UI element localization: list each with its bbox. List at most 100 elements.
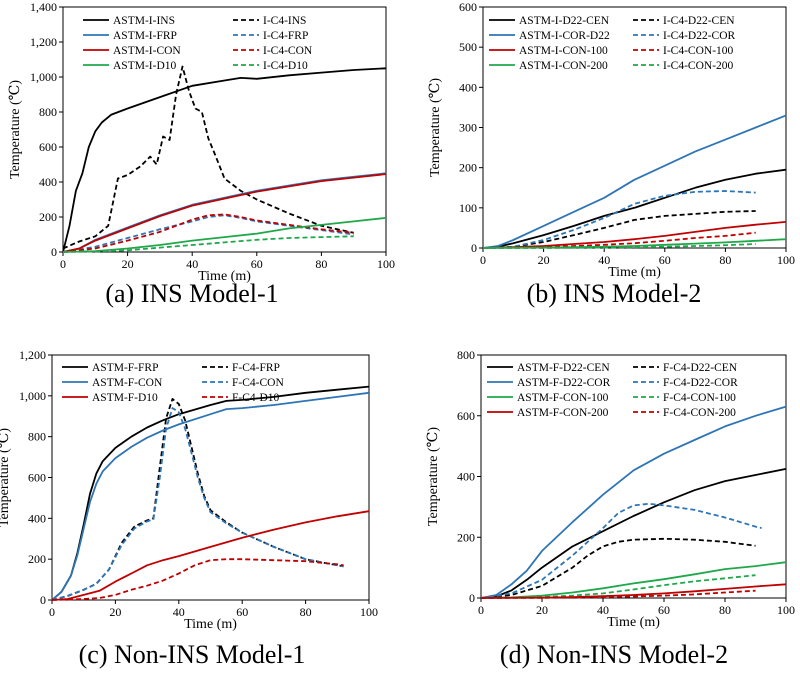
y-tick-label: 600	[459, 0, 477, 14]
x-tick-label: 40	[597, 603, 609, 617]
chart-panel-4: 0 200 400 600 800 0 20 40 60 80 100 Time (m) Tempera…	[426, 348, 795, 669]
legend-entry: ASTM-I-INS	[113, 15, 175, 27]
x-tick-label: 20	[536, 603, 548, 617]
x-tick-label: 80	[315, 257, 327, 271]
series-line-i-c4-d10	[62, 235, 354, 253]
x-tick-label: 0	[49, 605, 55, 619]
series-line-i-c4-con-100	[482, 231, 756, 249]
x-tick-label: 100	[360, 605, 378, 619]
legend-entry: F-C4-CON	[232, 377, 284, 389]
x-tick-label: 40	[173, 605, 185, 619]
x-axis-label: Time (m)	[198, 269, 251, 284]
series-line-astm-i-con	[62, 173, 387, 253]
series-line-astm-f-con	[51, 391, 370, 601]
legend-entry: ASTM-I-FRP	[113, 30, 177, 42]
chart-panel-3: 0 200 400 600 800 1,000 1,200 0 20 40 60 80 100 Time …	[0, 348, 378, 669]
x-axis-label: Time (m)	[184, 617, 237, 632]
x-tick-label: 60	[251, 257, 263, 271]
legend-entry: F-C4-CON-200	[663, 407, 736, 419]
series-line-astm-f-d22-cor	[480, 405, 787, 599]
legend-entry: I-C4-D22-CEN	[663, 15, 735, 27]
y-tick-label: 200	[459, 161, 477, 175]
legend-entry: I-C4-CON-100	[663, 45, 734, 57]
x-tick-label: 0	[480, 253, 486, 267]
x-tick-label: 0	[60, 257, 66, 271]
series-line-f-c4-frp	[51, 397, 344, 601]
y-tick-label: 200	[39, 210, 57, 224]
legend-entry: ASTM-F-CON-200	[517, 407, 609, 419]
legend-entry: ASTM-F-D10	[92, 392, 158, 404]
x-tick-label: 40	[598, 253, 610, 267]
y-tick-label: 200	[457, 530, 475, 544]
x-tick-label: 80	[300, 605, 312, 619]
x-tick-label: 40	[186, 257, 198, 271]
plot-frame	[482, 6, 787, 249]
x-tick-label: 20	[109, 605, 121, 619]
series-line-astm-i-con-100	[482, 221, 787, 249]
legend-entry: ASTM-I-CON	[113, 45, 181, 57]
legend-entry: F-C4-D22-CEN	[663, 362, 738, 374]
y-tick-label: 400	[459, 80, 477, 94]
y-axis-label: Temperature (℃)	[426, 427, 441, 526]
legend-entry: F-C4-CON-100	[663, 392, 736, 404]
y-tick-label: 400	[39, 175, 57, 189]
legend-entry: ASTM-I-D22-CEN	[519, 15, 610, 27]
plot-frame	[62, 6, 387, 253]
panel-caption: (a) INS Model-1	[105, 279, 278, 308]
x-tick-label: 60	[658, 603, 670, 617]
x-tick-label: 60	[659, 253, 671, 267]
y-tick-label: 500	[459, 40, 477, 54]
series-line-astm-f-con-100	[480, 561, 787, 599]
x-axis-label: Time (m)	[608, 265, 661, 280]
panel-caption: (c) Non-INS Model-1	[79, 640, 306, 669]
y-tick-label: 0	[51, 245, 57, 259]
y-tick-label: 1,000	[19, 389, 46, 403]
legend-entry: ASTM-F-D22-COR	[517, 377, 611, 389]
legend-entry: F-C4-D10	[232, 392, 280, 404]
legend-entry: I-C4-CON	[263, 45, 313, 57]
x-tick-label: 60	[236, 605, 248, 619]
legend-entry: ASTM-F-D22-CEN	[517, 362, 610, 374]
series-line-i-c4-d22-cor	[482, 190, 756, 249]
y-tick-label: 1,400	[30, 0, 57, 14]
legend-entry: I-C4-D10	[263, 60, 308, 72]
x-tick-label: 80	[719, 253, 731, 267]
chart-panel-2: 0 100 200 300 400 500 600 0 20 40 60 80 100 Time (m) T…	[428, 0, 795, 308]
series-line-f-c4-con-100	[480, 574, 756, 599]
series-line-f-c4-d10	[51, 558, 344, 601]
x-tick-label: 100	[777, 253, 795, 267]
legend-entry: ASTM-F-CON	[92, 377, 163, 389]
panel-caption: (b) INS Model-2	[527, 279, 702, 308]
y-tick-label: 800	[39, 105, 57, 119]
chart-panel-1: 0 200 400 600 800 1,000 1,200 1,400 0 20 40 60 80 100…	[8, 0, 395, 308]
x-tick-label: 80	[719, 603, 731, 617]
legend-entry: I-C4-INS	[263, 15, 306, 27]
legend-entry: ASTM-I-CON-100	[519, 45, 608, 57]
legend-entry: ASTM-F-FRP	[92, 362, 158, 374]
x-tick-label: 20	[122, 257, 134, 271]
y-axis-label: Temperature (℃)	[428, 78, 443, 177]
series-line-astm-f-d22-cen	[480, 468, 787, 599]
y-tick-label: 600	[28, 471, 46, 485]
y-tick-label: 0	[471, 241, 477, 255]
y-tick-label: 100	[459, 201, 477, 215]
legend-entry: ASTM-F-CON-100	[517, 392, 609, 404]
x-axis-label: Time (m)	[607, 615, 660, 630]
x-tick-label: 100	[377, 257, 395, 271]
x-tick-label: 20	[538, 253, 550, 267]
y-tick-label: 400	[457, 470, 475, 484]
x-tick-label: 100	[777, 603, 795, 617]
panel-caption: (d) Non-INS Model-2	[500, 640, 728, 669]
y-tick-label: 1,000	[30, 70, 57, 84]
legend-entry: ASTM-I-D10	[113, 60, 176, 72]
series-line-i-c4-con	[62, 213, 354, 253]
legend-entry: F-C4-D22-COR	[663, 377, 738, 389]
y-tick-label: 600	[457, 409, 475, 423]
legend-entry: I-C4-D22-COR	[663, 30, 736, 42]
legend-entry: F-C4-FRP	[232, 362, 280, 374]
y-axis-label: Temperature (℃)	[8, 80, 23, 179]
y-tick-label: 800	[28, 430, 46, 444]
x-tick-label: 0	[478, 603, 484, 617]
y-tick-label: 0	[469, 591, 475, 605]
